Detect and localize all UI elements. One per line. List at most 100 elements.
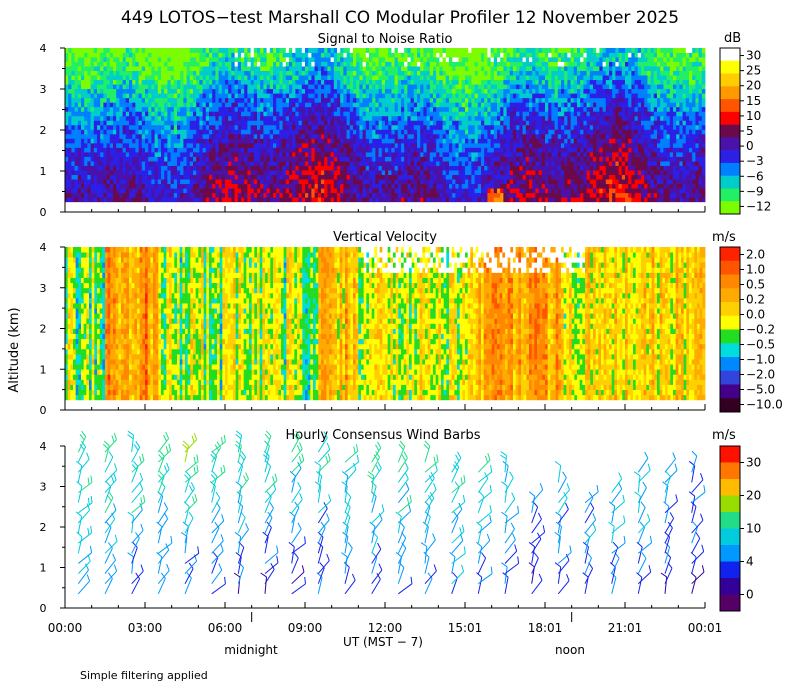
snr-cell bbox=[273, 142, 277, 148]
snr-cell bbox=[337, 115, 341, 121]
snr-cell bbox=[311, 75, 315, 81]
snr-cell bbox=[337, 84, 341, 90]
snr-cell bbox=[525, 111, 530, 117]
snr-cell bbox=[394, 120, 399, 126]
snr-cell bbox=[343, 61, 347, 67]
snr-cell bbox=[417, 97, 421, 103]
snr-cell bbox=[468, 152, 472, 157]
snr-cell bbox=[148, 115, 152, 121]
snr-cell bbox=[116, 152, 120, 157]
snr-cell bbox=[282, 61, 287, 67]
snr-cell bbox=[436, 133, 440, 139]
snr-cell bbox=[330, 52, 335, 58]
snr-cell bbox=[426, 70, 431, 76]
snr-cell bbox=[324, 197, 328, 203]
snr-cell bbox=[244, 147, 248, 153]
snr-cell bbox=[362, 66, 367, 72]
snr-cell bbox=[170, 133, 175, 139]
snr-cell bbox=[202, 179, 207, 185]
snr-cell bbox=[205, 156, 210, 162]
snr-cell bbox=[183, 79, 187, 85]
snr-cell bbox=[349, 93, 354, 99]
snr-cell bbox=[349, 97, 354, 103]
snr-cell bbox=[135, 170, 139, 176]
snr-cell bbox=[116, 156, 120, 162]
snr-cell bbox=[442, 48, 447, 53]
snr-cell bbox=[356, 84, 360, 90]
snr-cell bbox=[282, 133, 287, 139]
snr-cell bbox=[266, 84, 271, 90]
snr-cell bbox=[484, 97, 488, 103]
snr-cell bbox=[209, 188, 213, 194]
snr-cell bbox=[77, 70, 82, 76]
snr-cell bbox=[439, 152, 443, 157]
snr-cell bbox=[484, 52, 488, 58]
snr-cell bbox=[257, 179, 261, 185]
snr-cell bbox=[317, 183, 322, 189]
snr-cell bbox=[84, 66, 88, 72]
snr-cell bbox=[167, 57, 171, 62]
snr-cell bbox=[202, 170, 207, 176]
snr-cell bbox=[173, 161, 178, 166]
snr-cell bbox=[375, 111, 379, 117]
snr-cell bbox=[305, 170, 309, 176]
snr-cell bbox=[247, 52, 251, 58]
snr-cell bbox=[205, 183, 210, 189]
snr-cell bbox=[324, 61, 328, 67]
snr-cell bbox=[487, 102, 491, 108]
snr-cell bbox=[97, 188, 101, 194]
snr-cell bbox=[449, 129, 453, 135]
snr-cell bbox=[311, 165, 315, 171]
snr-cell bbox=[237, 142, 242, 148]
snr-cell bbox=[468, 120, 472, 126]
snr-cell bbox=[423, 142, 427, 148]
snr-cell bbox=[157, 115, 162, 121]
snr-cell bbox=[477, 75, 482, 81]
snr-cell bbox=[250, 142, 255, 148]
snr-cell bbox=[141, 188, 146, 194]
snr-cell bbox=[173, 183, 178, 189]
snr-cell bbox=[202, 61, 207, 67]
snr-cell bbox=[215, 179, 219, 185]
snr-cell bbox=[429, 170, 434, 176]
snr-cell bbox=[429, 48, 434, 53]
snr-cell bbox=[391, 52, 395, 58]
snr-cell bbox=[109, 61, 114, 67]
snr-cell bbox=[359, 170, 363, 176]
snr-cell bbox=[77, 197, 82, 203]
snr-cell bbox=[519, 120, 523, 126]
snr-cell bbox=[97, 79, 101, 85]
snr-cell bbox=[458, 152, 463, 157]
snr-cell bbox=[426, 165, 431, 171]
snr-cell bbox=[122, 142, 127, 148]
snr-cell bbox=[77, 147, 82, 153]
snr-cell bbox=[308, 129, 312, 135]
snr-cell bbox=[145, 170, 149, 176]
snr-cell bbox=[420, 88, 424, 94]
snr-cell bbox=[452, 115, 456, 121]
snr-cell bbox=[378, 120, 383, 126]
snr-cell bbox=[481, 170, 485, 176]
snr-cell bbox=[177, 129, 181, 135]
snr-cell bbox=[397, 52, 402, 58]
snr-cell bbox=[513, 93, 517, 99]
snr-cell bbox=[465, 111, 469, 117]
snr-cell bbox=[218, 70, 223, 76]
snr-cell bbox=[196, 75, 200, 81]
snr-cell bbox=[378, 70, 383, 76]
snr-cell bbox=[221, 66, 226, 72]
snr-cell bbox=[490, 93, 495, 99]
snr-cell bbox=[385, 106, 389, 112]
snr-cell bbox=[269, 97, 274, 103]
snr-cell bbox=[417, 197, 421, 203]
snr-cell bbox=[154, 57, 159, 62]
snr-cell bbox=[381, 183, 386, 189]
snr-cell bbox=[301, 115, 306, 121]
snr-cell bbox=[189, 179, 194, 185]
snr-cell bbox=[157, 79, 162, 85]
snr-cell bbox=[375, 79, 379, 85]
snr-cell bbox=[295, 111, 299, 117]
snr-cell bbox=[481, 120, 485, 126]
snr-cell bbox=[196, 79, 200, 85]
snr-cell bbox=[244, 161, 248, 166]
